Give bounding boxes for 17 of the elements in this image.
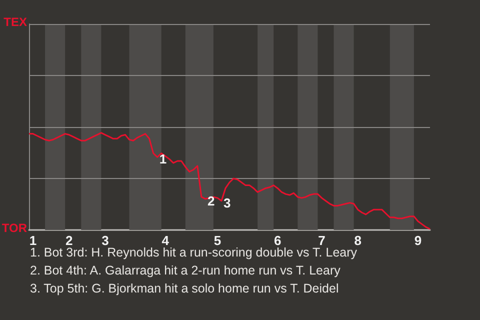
x-tick-label: 7 <box>318 233 326 248</box>
text: TOR <box>2 221 28 235</box>
x-tick-label: 4 <box>162 233 170 248</box>
x-tick-label: 6 <box>274 233 282 248</box>
text: 1. Bot 3rd: H. Reynolds hit a run-scoring double vs T. Leary <box>30 246 358 260</box>
x-tick-label: 2 <box>65 233 73 248</box>
text: 2. Bot 4th: A. Galarraga hit a 2-run home run vs T. Leary <box>30 264 342 278</box>
x-tick-label: 3 <box>102 233 109 248</box>
text: 3. Top 5th: G. Bjorkman hit a solo home run vs T. Deidel <box>30 282 339 296</box>
annotation: 1 <box>159 152 167 167</box>
x-tick-label: 5 <box>214 233 222 248</box>
x-tick-label: 1 <box>29 233 37 248</box>
x-tick-label: 8 <box>354 233 362 248</box>
text: TEX <box>4 15 28 29</box>
annotation: 3 <box>223 195 231 210</box>
annotation: 2 <box>207 193 215 208</box>
x-tick-label: 9 <box>414 233 422 248</box>
